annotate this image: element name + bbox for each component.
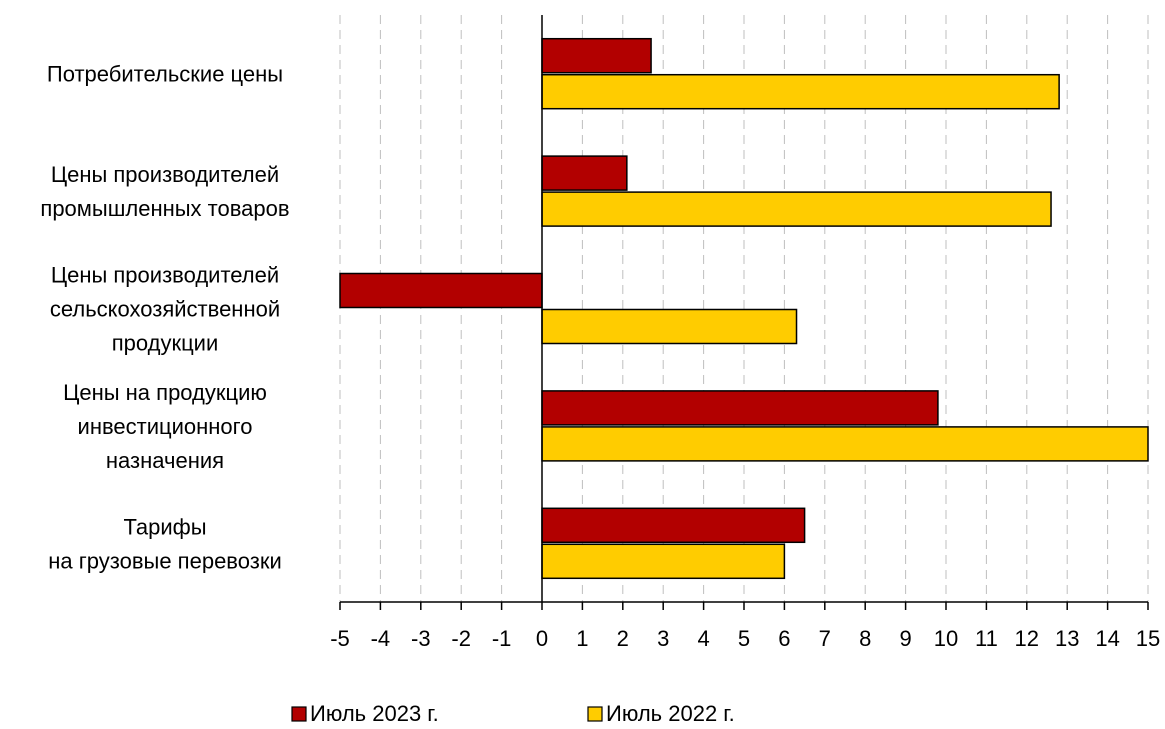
legend-item: Июль 2022 г.	[587, 701, 735, 726]
bars	[339, 37, 1149, 580]
bar	[541, 426, 1149, 462]
legend-swatch	[587, 706, 603, 722]
legend-item: Июль 2023 г.	[291, 701, 439, 726]
x-tick-label: 12	[1015, 626, 1039, 651]
x-tick-label: 2	[617, 626, 629, 651]
bar	[541, 543, 786, 580]
legend-label: Июль 2023 г.	[310, 701, 439, 726]
category-label: сельскохозяйственной	[50, 297, 280, 322]
bar	[541, 507, 806, 544]
category-label: Тарифы	[123, 514, 206, 539]
bar	[541, 73, 1060, 110]
category-label: на грузовые перевозки	[48, 548, 281, 573]
bar	[541, 191, 1052, 227]
axes	[339, 15, 1149, 610]
x-tick-label: 9	[899, 626, 911, 651]
x-tick-label: 11	[975, 626, 998, 651]
x-tick-labels: -5 -4 -3 -2 -1 0 1 2 3 4 5 6 7 8 9 10 11 12 13 14 15	[330, 626, 1160, 651]
x-tick-label: -5	[330, 626, 350, 651]
x-tick-label: 14	[1095, 626, 1119, 651]
x-tick-label: 5	[738, 626, 750, 651]
legend: Июль 2023 г. Июль 2022 г.	[291, 701, 735, 726]
bar	[541, 155, 628, 191]
legend-label: Июль 2022 г.	[606, 701, 735, 726]
x-tick-label: -4	[371, 626, 391, 651]
bar	[541, 37, 652, 74]
x-tick-label: 1	[576, 626, 588, 651]
legend-swatch	[291, 706, 307, 722]
category-label: инвестиционного	[78, 414, 253, 439]
bar	[541, 390, 939, 426]
x-tick-label: 10	[934, 626, 958, 651]
x-tick-label: 6	[778, 626, 790, 651]
category-label: Потребительские цены	[47, 62, 283, 87]
x-tick-label: -3	[411, 626, 431, 651]
gridlines	[339, 15, 1149, 602]
bar	[541, 308, 798, 345]
category-labels: Потребительские цены Цены производителей п…	[40, 62, 289, 574]
category-label: Цены производителей	[51, 263, 279, 288]
x-tick-label: 3	[657, 626, 669, 651]
x-tick-label: 0	[536, 626, 548, 651]
x-tick-label: 7	[819, 626, 831, 651]
category-label: Цены на продукцию	[63, 380, 267, 405]
category-label: назначения	[106, 448, 224, 473]
category-label: промышленных товаров	[40, 196, 289, 221]
category-label: продукции	[112, 331, 219, 356]
x-tick-label: 15	[1136, 626, 1160, 651]
bar	[339, 272, 543, 309]
x-tick-label: 8	[859, 626, 871, 651]
x-tick-label: 4	[697, 626, 709, 651]
x-tick-label: 13	[1055, 626, 1079, 651]
category-label: Цены производителей	[51, 162, 279, 187]
x-tick-label: -2	[451, 626, 471, 651]
x-tick-label: -1	[492, 626, 512, 651]
